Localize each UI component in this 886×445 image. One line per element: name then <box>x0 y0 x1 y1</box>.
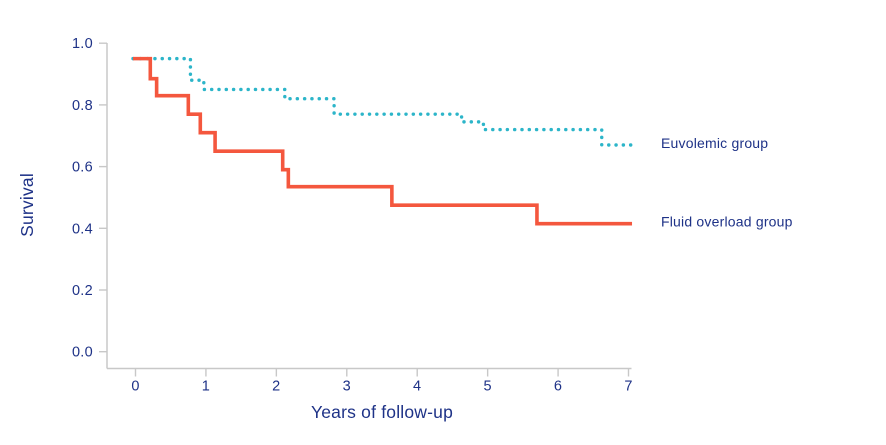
x-axis-title: Years of follow-up <box>311 402 453 422</box>
legend-label-fluid-overload: Fluid overload group <box>661 214 793 230</box>
x-axis-ticks: 0 1 2 3 4 5 6 7 <box>131 368 632 395</box>
y-axis-ticks: 1.0 0.8 0.6 0.4 0.2 0.0 <box>72 36 107 361</box>
euvolemic-curve <box>131 56 636 147</box>
y-tick-label: 0.0 <box>72 345 93 361</box>
x-tick-label: 6 <box>554 379 562 395</box>
y-tick-label: 0.4 <box>72 221 93 237</box>
y-tick-label: 0.8 <box>72 98 93 114</box>
y-tick-label: 0.6 <box>72 160 93 176</box>
legend-label-euvolemic: Euvolemic group <box>661 135 768 151</box>
x-tick-label: 0 <box>131 379 139 395</box>
x-tick-label: 2 <box>272 379 280 395</box>
x-tick-label: 3 <box>343 379 351 395</box>
y-tick-label: 0.2 <box>72 283 93 299</box>
y-axis-title: Survival <box>17 173 37 237</box>
y-tick-label: 1.0 <box>72 36 93 52</box>
x-tick-label: 5 <box>483 379 491 395</box>
x-tick-label: 1 <box>202 379 210 395</box>
x-tick-label: 7 <box>624 379 632 395</box>
fluid-overload-curve <box>133 56 633 226</box>
x-tick-label: 4 <box>413 379 421 395</box>
